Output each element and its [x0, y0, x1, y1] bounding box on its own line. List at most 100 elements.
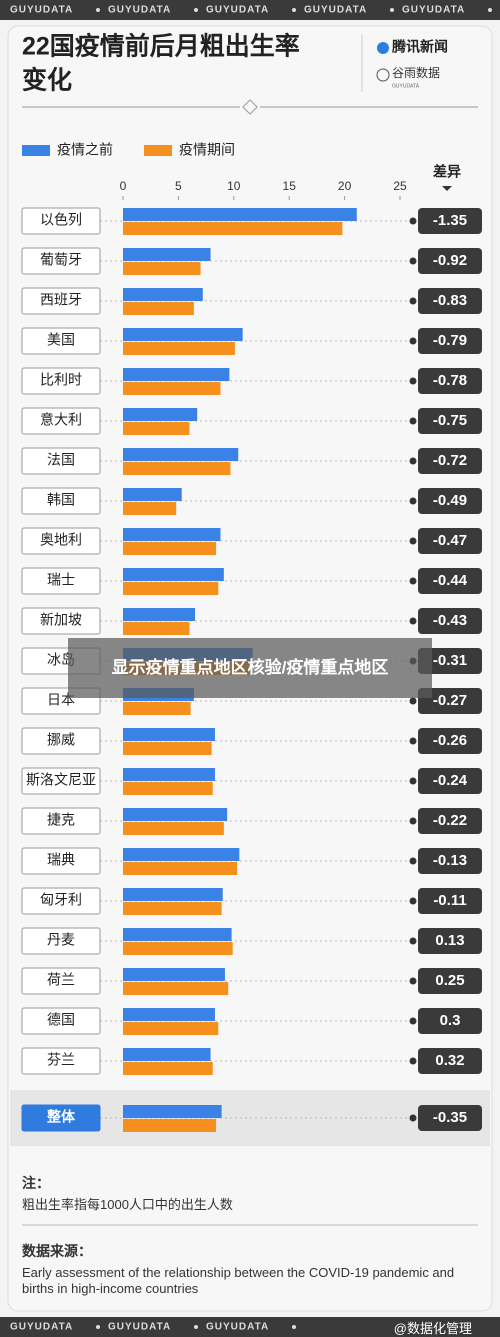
difference-label: -0.22 [433, 812, 467, 829]
legend-label: 疫情期间 [179, 142, 235, 158]
x-tick-label: 10 [227, 179, 241, 193]
difference-label: -0.49 [433, 492, 467, 509]
category-pill [21, 967, 101, 995]
difference-pill [418, 248, 482, 274]
banner-text: GUYUDATA [108, 5, 171, 16]
difference-pill [418, 328, 482, 354]
bar [123, 568, 224, 581]
connector-dot [409, 537, 417, 545]
category-pill [21, 327, 101, 355]
top-strip [0, 0, 500, 20]
y-tick-label: 丹麦 [47, 932, 75, 948]
difference-pill [418, 568, 482, 594]
banner-text: GUYUDATA [206, 1322, 269, 1333]
banner-text: GUYUDATA [206, 5, 269, 16]
difference-pill [418, 728, 482, 754]
y-tick-label: 荷兰 [47, 972, 75, 988]
banner-text: GUYUDATA [108, 1322, 171, 1333]
connector-dot [409, 697, 417, 705]
difference-pill [418, 408, 482, 434]
difference-label: 0.25 [435, 972, 464, 989]
category-pill [21, 927, 101, 955]
banner-dot [96, 8, 100, 12]
source-title: 数据来源： [22, 1243, 92, 1259]
x-tick-label: 15 [283, 179, 297, 193]
y-tick-label: 匈牙利 [40, 892, 82, 908]
banner-text: GUYUDATA [10, 1322, 73, 1333]
bar [123, 608, 196, 621]
difference-pill [418, 928, 482, 954]
connector-dot [409, 337, 417, 345]
connector-dot [409, 977, 417, 985]
difference-label: -0.13 [433, 852, 467, 869]
overlay-banner: 显示疫情重点地区核验/疫情重点地区 [68, 638, 432, 698]
y-tick-label: 新加坡 [40, 612, 82, 628]
difference-label: 0.3 [440, 1012, 461, 1029]
difference-pill [418, 448, 482, 474]
category-pill [21, 1104, 101, 1132]
bar [123, 1048, 211, 1061]
bar [123, 222, 343, 235]
x-tick-label: 20 [338, 179, 352, 193]
connector-dot [409, 1057, 417, 1065]
bar [123, 262, 201, 275]
difference-pill [418, 208, 482, 234]
bar [123, 928, 232, 941]
header-arrow [442, 186, 452, 191]
difference-pill [418, 768, 482, 794]
bar [123, 622, 190, 635]
logo-icon [376, 68, 390, 82]
category-pill [21, 527, 101, 555]
connector-dot [409, 937, 417, 945]
connector-dot [409, 217, 417, 225]
logo-text: 腾讯新闻 [392, 39, 448, 55]
bar [123, 248, 211, 261]
difference-label: -1.35 [433, 212, 467, 229]
difference-label: -0.11 [433, 892, 466, 909]
difference-pill [418, 1105, 482, 1131]
y-tick-label: 整体 [46, 1109, 76, 1125]
banner-dot [292, 1325, 296, 1329]
bar [123, 422, 190, 435]
connector-dot [409, 417, 417, 425]
bar [123, 382, 221, 395]
y-tick-label: 意大利 [40, 412, 82, 428]
connector-dot [409, 897, 417, 905]
bar [123, 528, 221, 541]
category-pill [21, 767, 101, 795]
difference-header: 差异 [433, 164, 461, 180]
difference-label: -0.47 [433, 532, 467, 549]
category-pill [21, 887, 101, 915]
y-tick-label: 瑞士 [47, 572, 75, 588]
bar [123, 462, 231, 475]
difference-label: -0.75 [433, 412, 467, 429]
difference-label: -0.44 [433, 572, 468, 589]
category-pill [21, 487, 101, 515]
bar [123, 1062, 213, 1075]
difference-pill [418, 688, 482, 714]
bar [123, 502, 177, 515]
connector-dot [409, 857, 417, 865]
connector-dot [409, 817, 417, 825]
y-tick-label: 法国 [47, 452, 75, 468]
y-tick-label: 瑞典 [47, 852, 75, 868]
bar [123, 328, 243, 341]
legend-swatch [22, 145, 50, 156]
x-tick-label: 0 [120, 179, 127, 193]
category-pill [21, 407, 101, 435]
difference-label: -0.26 [433, 732, 467, 749]
banner-dot [194, 1325, 198, 1329]
difference-label: -0.78 [433, 372, 467, 389]
logo-sub: GUYUDATA [392, 83, 420, 89]
difference-pill [418, 488, 482, 514]
logo-text: 谷雨数据 [392, 65, 440, 80]
difference-pill [418, 528, 482, 554]
y-tick-label: 捷克 [47, 812, 75, 828]
banner-dot [96, 1325, 100, 1329]
category-pill [21, 1047, 101, 1075]
difference-label: -0.83 [433, 292, 467, 309]
connector-dot [409, 617, 417, 625]
bar [123, 368, 230, 381]
banner-text: GUYUDATA [10, 5, 73, 16]
